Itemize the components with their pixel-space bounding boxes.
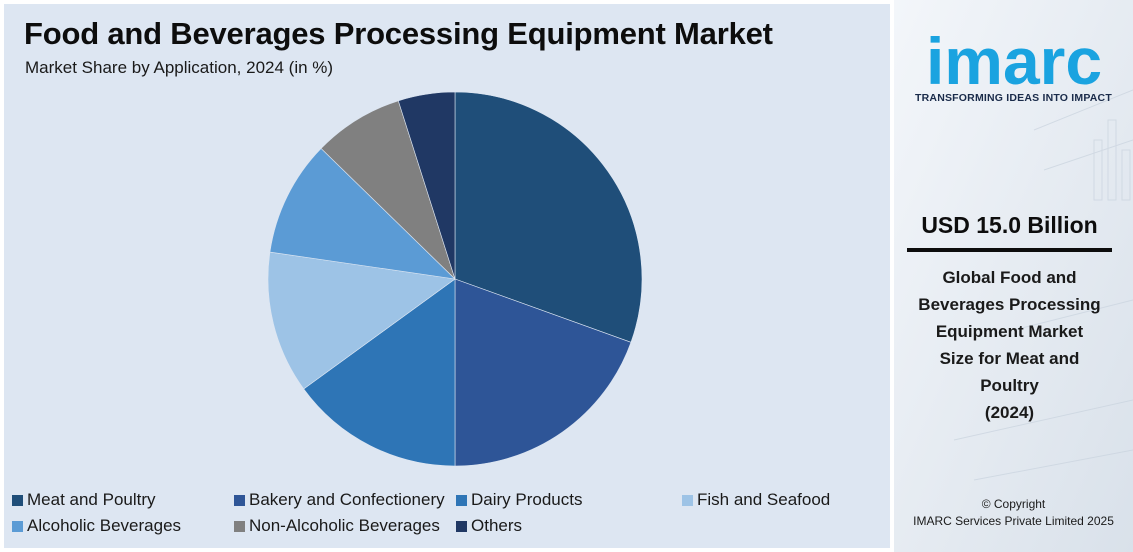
- legend-swatch: [456, 494, 467, 506]
- legend-swatch: [12, 520, 23, 532]
- legend-item: Non-Alcoholic Beverages: [234, 516, 440, 536]
- pie-slice-others: [397, 91, 456, 280]
- legend-swatch: [682, 494, 693, 506]
- chart-subtitle: Market Share by Application, 2024 (in %): [25, 58, 334, 77]
- side-panel: imarc TRANSFORMING IDEAS INTO IMPACT USD…: [894, 0, 1133, 552]
- caption-line: Poultry: [980, 376, 1039, 395]
- pie-slice-dairy-products: [303, 278, 456, 467]
- chart-panel: Food and Beverages Processing Equipment …: [4, 4, 890, 548]
- imarc-logo: imarc: [926, 30, 1102, 96]
- legend-label: Non-Alcoholic Beverages: [249, 516, 440, 535]
- legend-item: Bakery and Confectionery: [234, 490, 445, 510]
- legend-swatch: [12, 494, 23, 506]
- pie-chart: [267, 91, 643, 467]
- caption-line: Equipment Market: [935, 322, 1084, 341]
- pie-slice-bakery-and-confectionery: [454, 278, 632, 467]
- legend-item: Dairy Products: [456, 490, 582, 510]
- legend-item: Meat and Poultry: [12, 490, 156, 510]
- legend-label: Alcoholic Beverages: [27, 516, 182, 535]
- copyright-line: © Copyright: [981, 497, 1046, 511]
- caption-line: (2024): [984, 403, 1035, 422]
- legend-swatch: [234, 520, 245, 532]
- pie-slice-non-alcoholic-beverages: [320, 100, 456, 280]
- legend-item: Alcoholic Beverages: [12, 516, 181, 536]
- pie-slice-fish-and-seafood: [267, 251, 456, 390]
- legend-label: Dairy Products: [471, 490, 583, 509]
- caption-line: Global Food and: [942, 268, 1077, 287]
- caption-line: Size for Meat and: [939, 349, 1080, 368]
- chart-legend: Meat and Poultry Bakery and Confectionery…: [12, 490, 882, 544]
- legend-item: Others: [456, 516, 522, 536]
- pie-slice-alcoholic-beverages: [269, 148, 456, 280]
- background-graphic: [894, 0, 1133, 552]
- legend-label: Meat and Poultry: [27, 490, 156, 509]
- legend-swatch: [456, 520, 467, 532]
- copyright: © Copyright IMARC Services Private Limit…: [894, 496, 1133, 530]
- copyright-line: IMARC Services Private Limited 2025: [913, 514, 1114, 528]
- caption-line: Beverages Processing: [918, 295, 1101, 314]
- market-value: USD 15.0 Billion: [921, 212, 1098, 238]
- legend-item: Fish and Seafood: [682, 490, 830, 510]
- svg-text:imarc: imarc: [926, 30, 1102, 96]
- legend-label: Bakery and Confectionery: [249, 490, 445, 509]
- value-divider: [907, 248, 1112, 252]
- chart-title: Food and Beverages Processing Equipment …: [24, 16, 773, 51]
- market-caption: Global Food and Beverages Processing Equ…: [904, 264, 1115, 426]
- brand-tagline: TRANSFORMING IDEAS INTO IMPACT: [915, 92, 1112, 104]
- legend-label: Others: [471, 516, 523, 535]
- legend-swatch: [234, 494, 245, 506]
- legend-label: Fish and Seafood: [697, 490, 831, 509]
- pie-slice-meat-and-poultry: [454, 91, 643, 343]
